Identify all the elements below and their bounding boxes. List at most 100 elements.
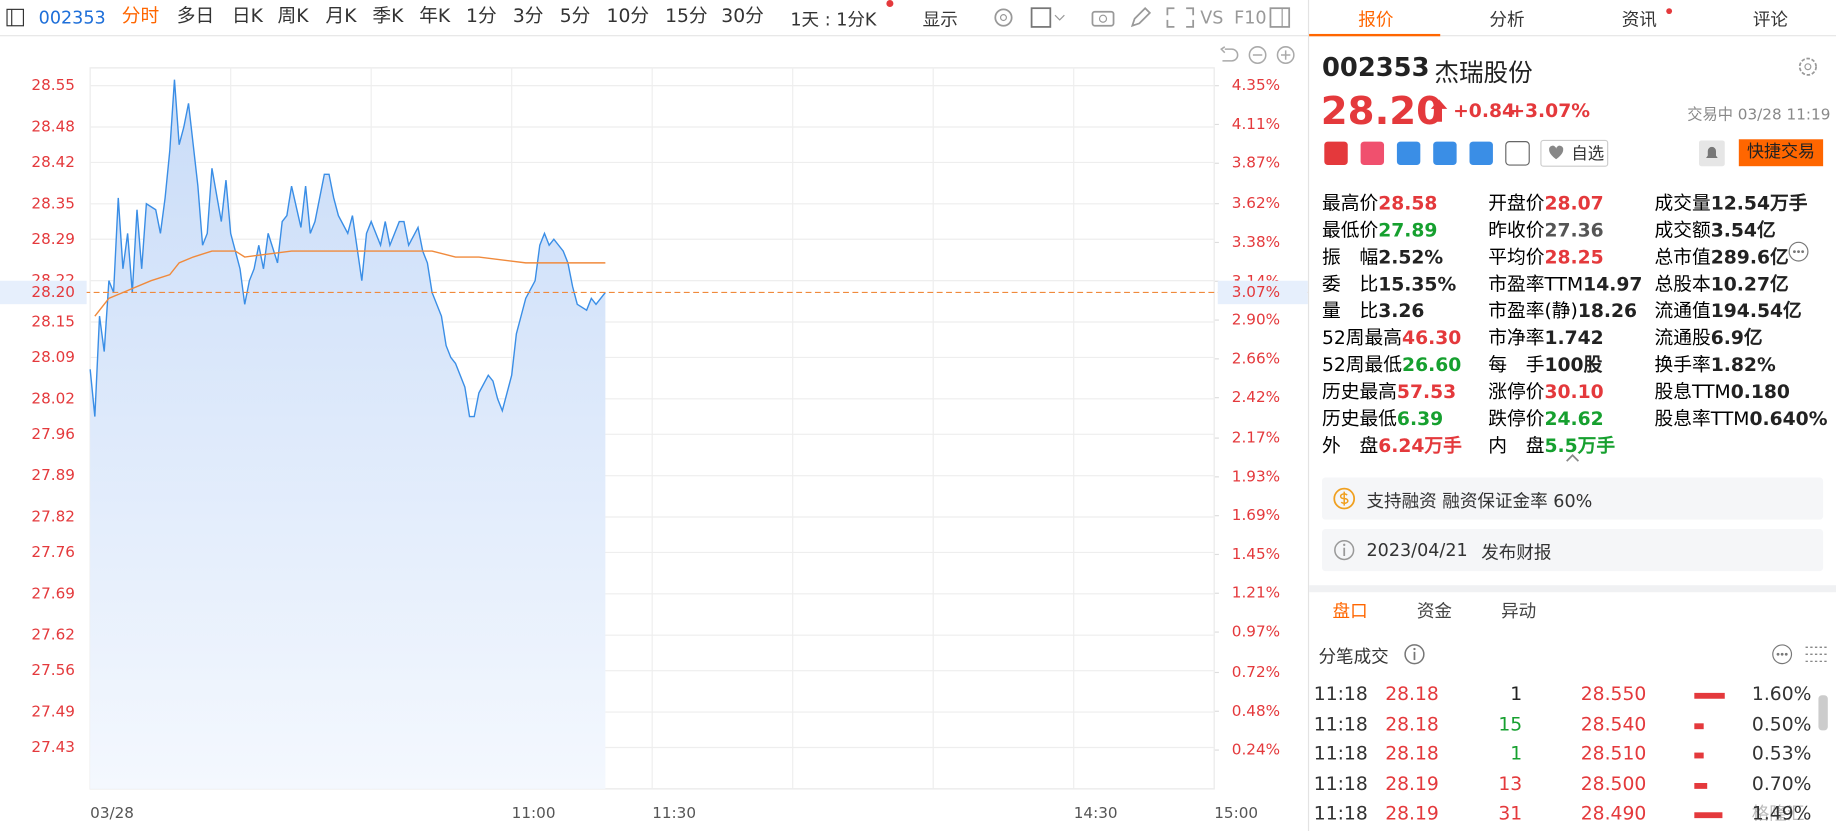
y-tick-label: 27.96 — [31, 425, 75, 443]
sub-tab[interactable]: 资金 — [1416, 600, 1452, 622]
toolbar-tab[interactable]: 10分 — [606, 4, 650, 27]
y2-tick-label: 1.21% — [1232, 584, 1280, 602]
stat-value: 289.6亿 — [1710, 245, 1789, 269]
level-bar — [1694, 692, 1725, 699]
toolbar-tab[interactable]: 15分 — [665, 4, 708, 27]
stat-label: 内 盘 — [1488, 434, 1545, 457]
trades-title: 分笔成交 — [1318, 646, 1389, 668]
separator — [1309, 585, 1836, 593]
toolbar-tab[interactable]: 日K — [231, 4, 263, 27]
compare-button[interactable]: VS — [1200, 7, 1224, 29]
toolbar — [0, 0, 1308, 37]
y-tick-label: 28.29 — [31, 230, 75, 248]
toolbar-tab[interactable]: 季K — [372, 4, 404, 27]
trades-tools[interactable] — [1770, 643, 1836, 666]
stat-value: 14.97 — [1583, 272, 1643, 295]
stat-value: 0.640% — [1749, 407, 1828, 430]
stat-row: 股息率TTM0.640% — [1655, 403, 1828, 431]
stat-value: 3.54亿 — [1710, 218, 1776, 242]
settings-icon[interactable] — [1796, 55, 1819, 78]
stat-row: 成交额3.54亿 — [1655, 214, 1776, 242]
watchlist-button[interactable]: 自选 — [1571, 145, 1605, 164]
display-select[interactable]: 显示 — [922, 9, 958, 31]
toolbar-tab[interactable]: 5分 — [559, 4, 591, 27]
stat-label: 跌停价 — [1488, 407, 1545, 430]
y-tick-label: 28.48 — [31, 117, 75, 135]
panel-tab[interactable]: 报价 — [1358, 9, 1394, 31]
stat-row: 市盈率TTM14.97 — [1488, 268, 1642, 296]
stat-label: 外 盘 — [1321, 434, 1379, 457]
stat-row: 涨停价30.10 — [1488, 376, 1603, 404]
y2-tick-label: 3.62% — [1232, 194, 1280, 212]
toolbar-tab[interactable]: 年K — [419, 4, 451, 27]
toolbar-tab[interactable]: 月K — [325, 4, 357, 27]
stat-row: 历史最低6.39 — [1322, 403, 1443, 431]
panel-tab[interactable]: 分析 — [1489, 9, 1525, 31]
scrollbar[interactable] — [1818, 695, 1828, 731]
toolbar-tab[interactable]: 3分 — [512, 4, 544, 27]
divider — [1307, 0, 1310, 831]
sub-tab[interactable]: 异动 — [1501, 600, 1537, 622]
level-bar — [1694, 812, 1723, 819]
stat-value: 5.5万手 — [1544, 434, 1616, 457]
average-line — [94, 250, 606, 317]
stat-label: 市净率 — [1488, 326, 1545, 349]
f10-button[interactable]: F10 — [1234, 7, 1267, 29]
y2-tick-label: 1.93% — [1232, 467, 1280, 485]
stat-value: 0.180 — [1730, 380, 1790, 403]
panel-tab[interactable]: 评论 — [1752, 9, 1788, 31]
y2-tick-label: 0.24% — [1232, 741, 1280, 759]
stock-code[interactable]: 002353 — [38, 7, 106, 29]
period-select[interactable]: 1天 : 1分K — [790, 9, 877, 31]
y-tick-label: 27.49 — [31, 703, 75, 721]
stat-value: 6.39 — [1396, 407, 1444, 430]
level-pct: 1.60% — [1751, 682, 1812, 705]
quote-price: 28.20 — [1320, 87, 1444, 134]
y-tick-label: 28.02 — [31, 389, 75, 407]
quote-change-pct: +3.07% — [1509, 99, 1591, 122]
sub-tab[interactable]: 盘口 — [1332, 600, 1368, 622]
y2-tick-label: 3.38% — [1232, 233, 1280, 251]
more-icon[interactable] — [1788, 241, 1809, 262]
info-icon[interactable] — [1403, 643, 1426, 666]
toolbar-tab[interactable]: 30分 — [721, 4, 764, 27]
stat-value: 1.742 — [1544, 326, 1604, 349]
stat-label: 股息率TTM — [1654, 407, 1750, 430]
stat-label: 平均价 — [1488, 245, 1545, 269]
toolbar-tab[interactable]: 多日 — [176, 4, 215, 27]
stat-value: 1.82% — [1710, 353, 1776, 376]
trade-time: 11:18 — [1313, 771, 1368, 795]
menu-icon[interactable] — [6, 8, 25, 27]
y2-tick-label: 3.87% — [1232, 154, 1280, 172]
stat-label: 委 比 — [1321, 272, 1379, 295]
toolbar-tab[interactable]: 分时 — [121, 4, 160, 27]
stat-label: 历史最高 — [1321, 380, 1397, 403]
watermark: 格隆汇 — [1751, 802, 1805, 824]
level-bar — [1694, 752, 1705, 759]
toolbar-tab[interactable]: 周K — [277, 4, 309, 27]
alert-button[interactable] — [1698, 139, 1726, 167]
stat-row: 振 幅2.52% — [1322, 241, 1443, 269]
y-tick-label: 28.35 — [31, 194, 75, 212]
stat-row: 内 盘5.5万手 — [1488, 430, 1615, 458]
panel-tab[interactable]: 资讯 — [1621, 9, 1657, 31]
level-price: 28.490 — [1580, 801, 1647, 824]
trade-time: 11:18 — [1313, 682, 1368, 705]
toolbar-tab[interactable]: 1分 — [466, 4, 497, 27]
quote-code: 002353 — [1321, 53, 1430, 84]
last-pct-box — [1217, 280, 1308, 305]
stat-label: 52周最高 — [1321, 326, 1403, 349]
stat-row: 52周最高46.30 — [1322, 322, 1461, 350]
level-price: 28.500 — [1580, 771, 1647, 795]
stat-value: 57.53 — [1396, 380, 1457, 403]
collapse-icon[interactable] — [1564, 452, 1580, 464]
y2-tick-label: 0.72% — [1232, 663, 1280, 681]
stat-row: 量 比3.26 — [1322, 295, 1424, 323]
stat-label: 最高价 — [1321, 191, 1379, 215]
stat-value: 27.36 — [1544, 218, 1604, 242]
last-pct-label: 3.07% — [1232, 283, 1280, 301]
stat-row: 52周最低26.60 — [1322, 349, 1461, 377]
quick-trade-button[interactable]: 快捷交易 — [1738, 139, 1824, 167]
trade-volume: 1 — [1510, 682, 1523, 705]
